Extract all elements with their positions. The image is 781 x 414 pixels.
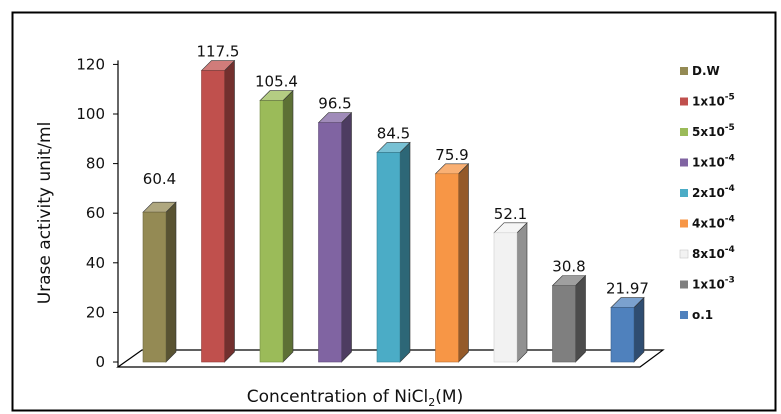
- y-tick-label: 40: [86, 254, 105, 272]
- bar-side: [282, 89, 294, 363]
- legend-swatch: [680, 128, 688, 136]
- legend-swatch: [680, 158, 688, 167]
- y-tick-label: 60: [86, 204, 105, 222]
- bar: [142, 201, 177, 363]
- bar-side: [516, 222, 528, 363]
- bar: [200, 59, 236, 363]
- legend-label: 2x10-4: [692, 184, 735, 200]
- bar: [434, 163, 470, 363]
- legend-swatch: [680, 189, 688, 197]
- legend-swatch: [680, 280, 688, 289]
- bar-side: [458, 163, 469, 363]
- bar-side: [575, 274, 586, 363]
- legend-swatch: [679, 249, 689, 259]
- bar-front: [610, 307, 635, 363]
- legend-swatch: [680, 67, 688, 75]
- data-label: 21.97: [606, 280, 649, 298]
- bar: [493, 222, 528, 363]
- data-label: 52.1: [494, 205, 527, 223]
- bar-front: [201, 70, 225, 363]
- bar-front: [552, 285, 576, 363]
- legend-label: 8x10-4: [692, 245, 735, 261]
- bar: [259, 89, 294, 363]
- legend-label: 4x10-4: [692, 215, 735, 231]
- bar: [610, 296, 645, 363]
- y-tick-label: 120: [76, 55, 105, 73]
- bar-side: [224, 59, 235, 363]
- bar-side: [341, 111, 352, 363]
- bar-front: [493, 232, 518, 363]
- bar-front: [318, 122, 342, 363]
- y-tick-label: 100: [76, 105, 105, 123]
- legend-label: 1x10-5: [692, 93, 735, 109]
- data-label: 105.4: [255, 73, 298, 91]
- data-label: 96.5: [318, 95, 351, 113]
- legend-swatch: [680, 219, 688, 228]
- data-label: 117.5: [197, 43, 240, 61]
- y-axis-title: Urase activity unit/ml: [35, 122, 55, 305]
- legend-label: 1x10-3: [692, 276, 735, 292]
- bar: [376, 141, 411, 363]
- legend-label: D.W: [692, 64, 720, 78]
- x-axis-title: Concentration of NiCl2(M): [247, 387, 463, 409]
- bar-front: [376, 152, 401, 363]
- legend-label: 5x10-5: [692, 123, 735, 139]
- y-tick-label: 0: [95, 353, 105, 371]
- bar-side: [399, 141, 411, 363]
- data-label: 60.4: [143, 170, 176, 188]
- bar-front: [259, 100, 284, 363]
- legend-swatch: [680, 97, 688, 106]
- bar-side: [633, 296, 645, 363]
- bar: [317, 111, 353, 363]
- data-label: 75.9: [435, 146, 468, 164]
- legend-label: o.1: [692, 308, 713, 322]
- bar-side: [165, 201, 177, 363]
- y-tick-label: 20: [86, 303, 105, 321]
- legend-label: 1x10-4: [692, 154, 735, 170]
- bar: [551, 274, 587, 363]
- data-label: 84.5: [377, 124, 410, 142]
- bar-front: [435, 173, 459, 363]
- bar-front: [142, 211, 167, 363]
- data-label: 30.8: [552, 258, 585, 276]
- y-tick-label: 80: [86, 155, 105, 173]
- legend-swatch: [680, 311, 688, 319]
